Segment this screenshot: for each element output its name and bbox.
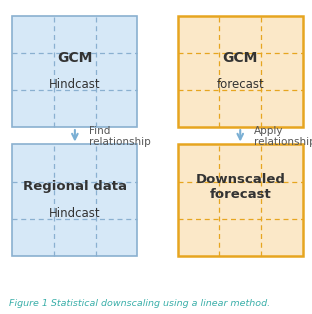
Text: Hindcast: Hindcast: [49, 78, 101, 91]
FancyArrowPatch shape: [237, 130, 243, 139]
FancyArrowPatch shape: [72, 130, 78, 139]
Text: Hindcast: Hindcast: [49, 207, 101, 220]
Text: GCM: GCM: [57, 51, 93, 65]
Text: Regional data: Regional data: [23, 180, 127, 193]
Text: Apply
relationship: Apply relationship: [254, 126, 312, 147]
Text: GCM: GCM: [222, 51, 258, 65]
Text: Find
relationship: Find relationship: [89, 126, 151, 147]
Bar: [12, 16, 137, 127]
Bar: [178, 16, 303, 127]
Bar: [178, 144, 303, 256]
Text: Figure 1 Statistical downscaling using a linear method.: Figure 1 Statistical downscaling using a…: [9, 299, 271, 308]
Text: forecast: forecast: [216, 78, 264, 91]
Bar: [12, 144, 137, 256]
Text: Downscaled
forecast: Downscaled forecast: [195, 173, 285, 201]
